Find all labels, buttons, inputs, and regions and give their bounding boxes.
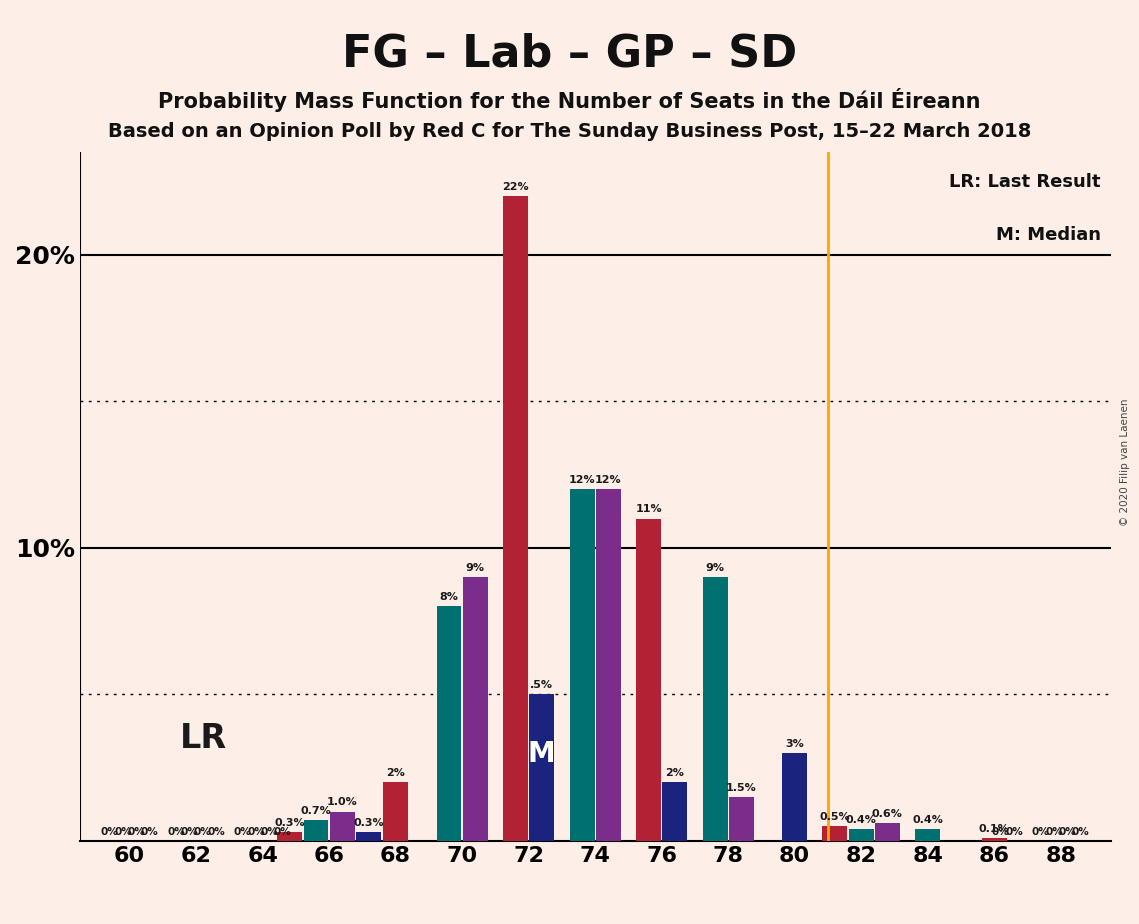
Bar — [822, 826, 847, 841]
Text: 0%: 0% — [114, 827, 132, 837]
Text: 0%: 0% — [1032, 827, 1049, 837]
Text: M: M — [527, 739, 556, 768]
Text: 0%: 0% — [128, 827, 145, 837]
Text: 0%: 0% — [1058, 827, 1076, 837]
Text: LR: LR — [180, 722, 227, 755]
Bar — [729, 796, 754, 841]
Text: 0%: 0% — [273, 827, 292, 837]
Bar — [782, 753, 808, 841]
Text: LR: Last Result: LR: Last Result — [949, 173, 1100, 191]
Bar — [875, 823, 900, 841]
Bar — [596, 490, 621, 841]
Text: 0.4%: 0.4% — [912, 815, 943, 825]
Text: 1.0%: 1.0% — [327, 797, 358, 808]
Bar — [849, 829, 874, 841]
Text: 0%: 0% — [207, 827, 224, 837]
Bar — [915, 829, 940, 841]
Bar — [662, 783, 687, 841]
Bar — [383, 783, 408, 841]
Text: 9%: 9% — [705, 563, 724, 573]
Text: 0%: 0% — [261, 827, 278, 837]
Text: .5%: .5% — [531, 680, 554, 690]
Text: Probability Mass Function for the Number of Seats in the Dáil Éireann: Probability Mass Function for the Number… — [158, 88, 981, 112]
Bar — [570, 490, 595, 841]
Bar — [462, 578, 487, 841]
Text: 0%: 0% — [194, 827, 212, 837]
Text: 0%: 0% — [992, 827, 1009, 837]
Text: © 2020 Filip van Laenen: © 2020 Filip van Laenen — [1121, 398, 1130, 526]
Text: 0.3%: 0.3% — [353, 818, 384, 828]
Text: 22%: 22% — [502, 182, 528, 192]
Text: 8%: 8% — [440, 592, 459, 602]
Text: 0.6%: 0.6% — [871, 808, 903, 819]
Text: 12%: 12% — [568, 475, 596, 485]
Text: 0%: 0% — [247, 827, 265, 837]
Bar — [703, 578, 728, 841]
Bar — [436, 606, 461, 841]
Text: 9%: 9% — [466, 563, 485, 573]
Bar — [278, 832, 302, 841]
Text: 0%: 0% — [167, 827, 185, 837]
Text: 0.3%: 0.3% — [274, 818, 305, 828]
Text: 11%: 11% — [636, 505, 662, 515]
Text: 0.1%: 0.1% — [978, 823, 1009, 833]
Text: 2%: 2% — [386, 768, 405, 778]
Bar — [355, 832, 380, 841]
Text: 0.7%: 0.7% — [301, 806, 331, 816]
Text: 0.5%: 0.5% — [820, 812, 851, 821]
Text: 0.4%: 0.4% — [845, 815, 877, 825]
Text: M: Median: M: Median — [995, 225, 1100, 244]
Bar — [503, 197, 528, 841]
Text: 0%: 0% — [1046, 827, 1063, 837]
Bar — [636, 518, 661, 841]
Bar — [304, 821, 328, 841]
Bar — [329, 811, 354, 841]
Text: 0%: 0% — [1072, 827, 1090, 837]
Text: 0%: 0% — [233, 827, 252, 837]
Text: 3%: 3% — [785, 738, 804, 748]
Text: 2%: 2% — [665, 768, 685, 778]
Text: FG – Lab – GP – SD: FG – Lab – GP – SD — [342, 32, 797, 76]
Bar — [530, 694, 555, 841]
Text: 0%: 0% — [181, 827, 198, 837]
Text: 0%: 0% — [1006, 827, 1023, 837]
Text: 0%: 0% — [100, 827, 118, 837]
Text: 0%: 0% — [141, 827, 158, 837]
Text: 12%: 12% — [595, 475, 622, 485]
Bar — [982, 838, 1007, 841]
Text: Based on an Opinion Poll by Red C for The Sunday Business Post, 15–22 March 2018: Based on an Opinion Poll by Red C for Th… — [108, 122, 1031, 141]
Text: 1.5%: 1.5% — [726, 783, 756, 793]
